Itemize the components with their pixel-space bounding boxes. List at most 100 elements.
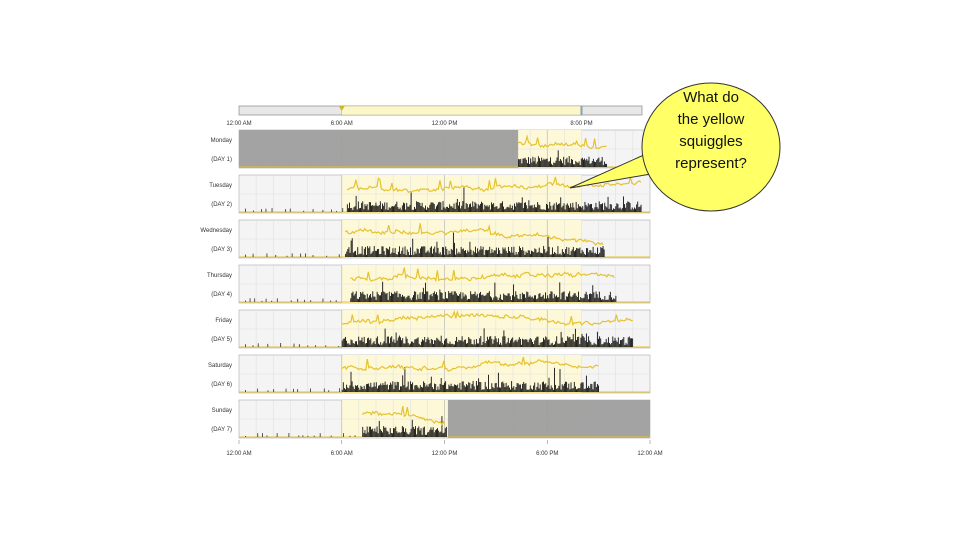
activity-bar	[469, 382, 471, 392]
slider-selection[interactable]	[341, 105, 582, 116]
activity-bar	[303, 210, 305, 212]
activity-bar	[564, 299, 566, 302]
activity-bar	[536, 161, 538, 167]
activity-bar	[590, 163, 592, 167]
activity-bar	[563, 203, 565, 212]
activity-bar	[348, 247, 350, 257]
activity-bar	[596, 331, 598, 347]
activity-bar	[370, 253, 372, 257]
activity-bar	[396, 381, 398, 392]
activity-bar	[477, 343, 478, 347]
time-range-slider[interactable]	[238, 105, 643, 116]
activity-bar	[517, 203, 519, 212]
activity-bar	[565, 296, 567, 302]
activity-bar	[593, 381, 595, 392]
activity-bar	[510, 389, 511, 392]
activity-bar	[422, 207, 424, 212]
activity-bar	[568, 337, 570, 347]
activity-bar	[523, 294, 524, 302]
activity-bar	[550, 291, 552, 302]
activity-bar	[403, 343, 405, 347]
bottom-tick-label: 12:00 AM	[226, 451, 251, 457]
activity-bar	[546, 158, 548, 167]
activity-bar	[432, 292, 434, 302]
activity-bar	[377, 294, 379, 302]
activity-bar	[483, 328, 485, 347]
activity-bar	[489, 389, 491, 392]
activity-bar	[436, 389, 438, 392]
activity-bar	[575, 160, 577, 167]
activity-bar	[382, 281, 384, 302]
activity-bar	[521, 388, 522, 392]
activity-bar	[394, 382, 396, 392]
activity-bar	[532, 389, 533, 392]
activity-bar	[518, 337, 520, 347]
activity-bar	[593, 209, 595, 212]
activity-bar	[385, 343, 387, 347]
activity-bar	[534, 382, 536, 392]
activity-bar	[411, 254, 413, 257]
slider-end-handle[interactable]	[580, 106, 583, 115]
activity-bar	[579, 344, 581, 347]
activity-bar	[305, 253, 306, 257]
activity-bar	[631, 338, 632, 347]
activity-bar	[405, 254, 407, 257]
activity-bar	[376, 291, 378, 302]
activity-bar	[369, 202, 371, 212]
activity-bar	[507, 293, 509, 302]
activity-bar	[577, 388, 579, 392]
activity-bar	[557, 246, 559, 257]
activity-bar	[373, 246, 375, 257]
activity-bar	[407, 342, 409, 347]
activity-bar	[514, 203, 515, 212]
activity-bar	[463, 385, 465, 392]
activity-bar	[399, 293, 401, 302]
activity-bar	[449, 293, 451, 302]
activity-bar	[361, 293, 363, 302]
activity-bar	[441, 384, 443, 392]
activity-bar	[532, 251, 534, 257]
activity-bar	[369, 295, 370, 302]
activity-bar	[387, 299, 389, 302]
activity-bar	[430, 427, 432, 437]
activity-bar	[567, 253, 569, 257]
activity-bar	[393, 293, 395, 302]
activity-bar	[473, 293, 475, 302]
bottom-tick-label: 12:00 PM	[432, 451, 458, 457]
activity-bar	[362, 254, 364, 257]
activity-bar	[523, 250, 525, 257]
activity-bar	[591, 161, 593, 167]
activity-bar	[385, 247, 387, 257]
activity-bar	[578, 248, 580, 257]
activity-bar	[482, 202, 484, 212]
activity-bar	[430, 338, 432, 347]
activity-bar	[540, 389, 542, 392]
activity-bar	[604, 342, 606, 347]
bottom-tick-label: 12:00 AM	[637, 451, 662, 457]
activity-bar	[536, 299, 538, 302]
activity-bar	[562, 251, 564, 257]
activity-bar	[510, 299, 512, 302]
activity-bar	[504, 294, 506, 302]
activity-bar	[587, 160, 589, 167]
activity-bar	[363, 294, 365, 302]
activity-bar	[438, 202, 440, 212]
activity-bar	[529, 338, 531, 347]
activity-bar	[358, 387, 360, 392]
activity-bar	[352, 343, 354, 347]
activity-bar	[390, 206, 392, 212]
activity-bar	[407, 251, 409, 257]
activity-bar	[448, 207, 449, 212]
activity-bar	[524, 339, 526, 347]
activity-bar	[435, 384, 437, 392]
activity-bar	[365, 205, 367, 212]
slider-start-handle[interactable]	[338, 106, 345, 111]
activity-bar	[457, 253, 459, 257]
activity-bar	[454, 208, 456, 212]
activity-bar	[578, 388, 580, 392]
activity-bar	[436, 241, 438, 257]
activity-bar	[480, 336, 482, 347]
activity-bar	[389, 384, 390, 392]
activity-bar	[404, 367, 406, 392]
activity-bar	[366, 293, 368, 302]
